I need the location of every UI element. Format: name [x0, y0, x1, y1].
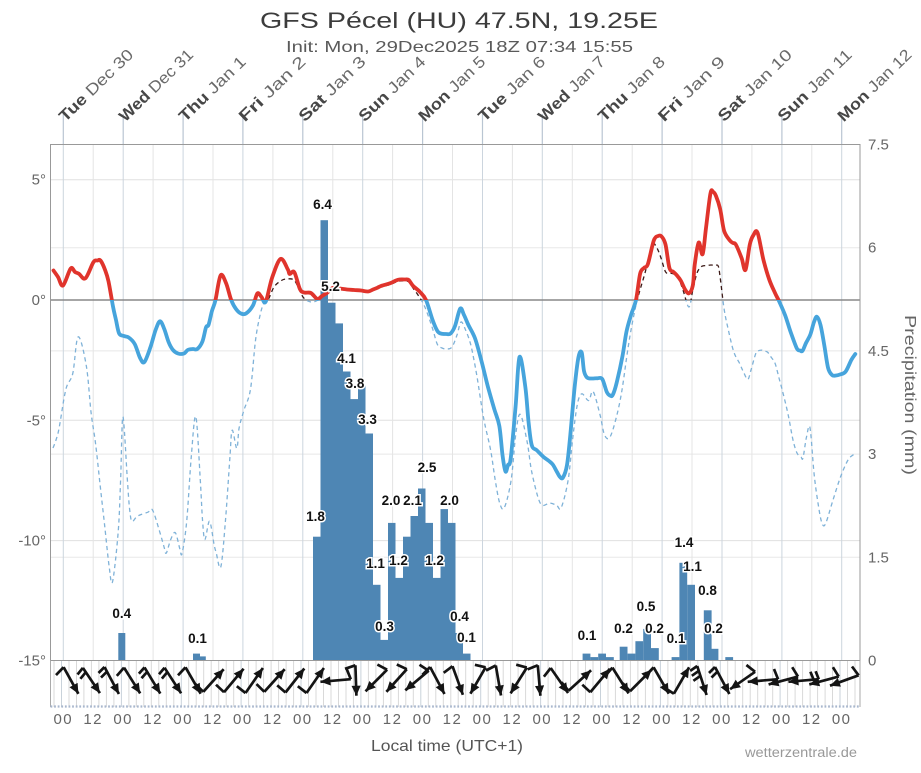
svg-text:0: 0 [868, 653, 876, 670]
svg-text:1.2: 1.2 [425, 553, 444, 568]
svg-text:12: 12 [83, 711, 103, 728]
svg-text:00: 00 [353, 711, 373, 728]
svg-text:2.0: 2.0 [440, 493, 459, 508]
svg-text:0.3: 0.3 [375, 619, 394, 634]
svg-text:6: 6 [868, 240, 876, 257]
svg-text:GFS Pécel (HU) 47.5N, 19.25E: GFS Pécel (HU) 47.5N, 19.25E [260, 8, 658, 33]
svg-text:00: 00 [413, 711, 433, 728]
svg-text:0.8: 0.8 [698, 583, 717, 598]
svg-text:1.4: 1.4 [675, 535, 694, 550]
svg-text:0.2: 0.2 [645, 621, 664, 636]
svg-text:-5°: -5° [27, 412, 46, 429]
svg-text:00: 00 [473, 711, 493, 728]
svg-text:12: 12 [562, 711, 582, 728]
svg-text:00: 00 [772, 711, 792, 728]
svg-text:0.2: 0.2 [704, 621, 723, 636]
svg-text:0.5: 0.5 [637, 599, 656, 614]
svg-text:4.5: 4.5 [868, 343, 889, 360]
svg-text:12: 12 [203, 711, 223, 728]
svg-text:-10°: -10° [18, 533, 46, 550]
svg-text:0.1: 0.1 [578, 628, 597, 643]
svg-text:12: 12 [622, 711, 642, 728]
svg-text:3.8: 3.8 [346, 376, 365, 391]
svg-text:0.1: 0.1 [667, 631, 686, 646]
svg-text:3: 3 [868, 446, 876, 463]
svg-text:1.1: 1.1 [683, 559, 702, 574]
svg-text:12: 12 [263, 711, 283, 728]
svg-text:-15°: -15° [18, 653, 46, 670]
svg-text:4.1: 4.1 [337, 351, 356, 366]
svg-text:00: 00 [113, 711, 133, 728]
svg-text:7.5: 7.5 [868, 137, 889, 154]
svg-text:5°: 5° [32, 172, 46, 189]
svg-text:00: 00 [53, 711, 73, 728]
svg-text:1.1: 1.1 [366, 556, 385, 571]
svg-text:12: 12 [802, 711, 822, 728]
svg-text:1.5: 1.5 [868, 549, 889, 566]
svg-text:5.2: 5.2 [321, 279, 340, 294]
svg-text:00: 00 [293, 711, 313, 728]
svg-text:Local time (UTC+1): Local time (UTC+1) [371, 738, 523, 755]
svg-text:12: 12 [383, 711, 403, 728]
svg-text:Init: Mon, 29Dec2025 18Z 07:34: Init: Mon, 29Dec2025 18Z 07:34 15:55 [286, 39, 633, 56]
svg-text:00: 00 [592, 711, 612, 728]
svg-text:1.8: 1.8 [306, 509, 325, 524]
svg-text:2.5: 2.5 [418, 460, 437, 475]
svg-text:0.1: 0.1 [188, 631, 207, 646]
svg-text:12: 12 [323, 711, 343, 728]
svg-text:2.1: 2.1 [403, 493, 422, 508]
svg-text:0.4: 0.4 [450, 609, 469, 624]
svg-text:0°: 0° [32, 292, 46, 309]
svg-text:00: 00 [652, 711, 672, 728]
svg-text:12: 12 [143, 711, 163, 728]
svg-text:2.0: 2.0 [382, 493, 401, 508]
svg-text:0.1: 0.1 [457, 630, 476, 645]
svg-text:12: 12 [443, 711, 463, 728]
svg-text:Precipitation (mm): Precipitation (mm) [901, 315, 918, 475]
svg-text:00: 00 [712, 711, 732, 728]
svg-text:wetterzentrale.de: wetterzentrale.de [744, 745, 857, 760]
svg-text:12: 12 [503, 711, 523, 728]
svg-text:00: 00 [832, 711, 852, 728]
svg-text:00: 00 [173, 711, 193, 728]
svg-text:3.3: 3.3 [358, 412, 377, 427]
svg-text:12: 12 [682, 711, 702, 728]
svg-text:00: 00 [233, 711, 253, 728]
svg-text:6.4: 6.4 [313, 197, 332, 212]
svg-text:00: 00 [532, 711, 552, 728]
svg-text:1.2: 1.2 [389, 553, 408, 568]
svg-text:0.4: 0.4 [112, 606, 131, 621]
svg-text:0.2: 0.2 [614, 621, 633, 636]
svg-text:12: 12 [742, 711, 762, 728]
